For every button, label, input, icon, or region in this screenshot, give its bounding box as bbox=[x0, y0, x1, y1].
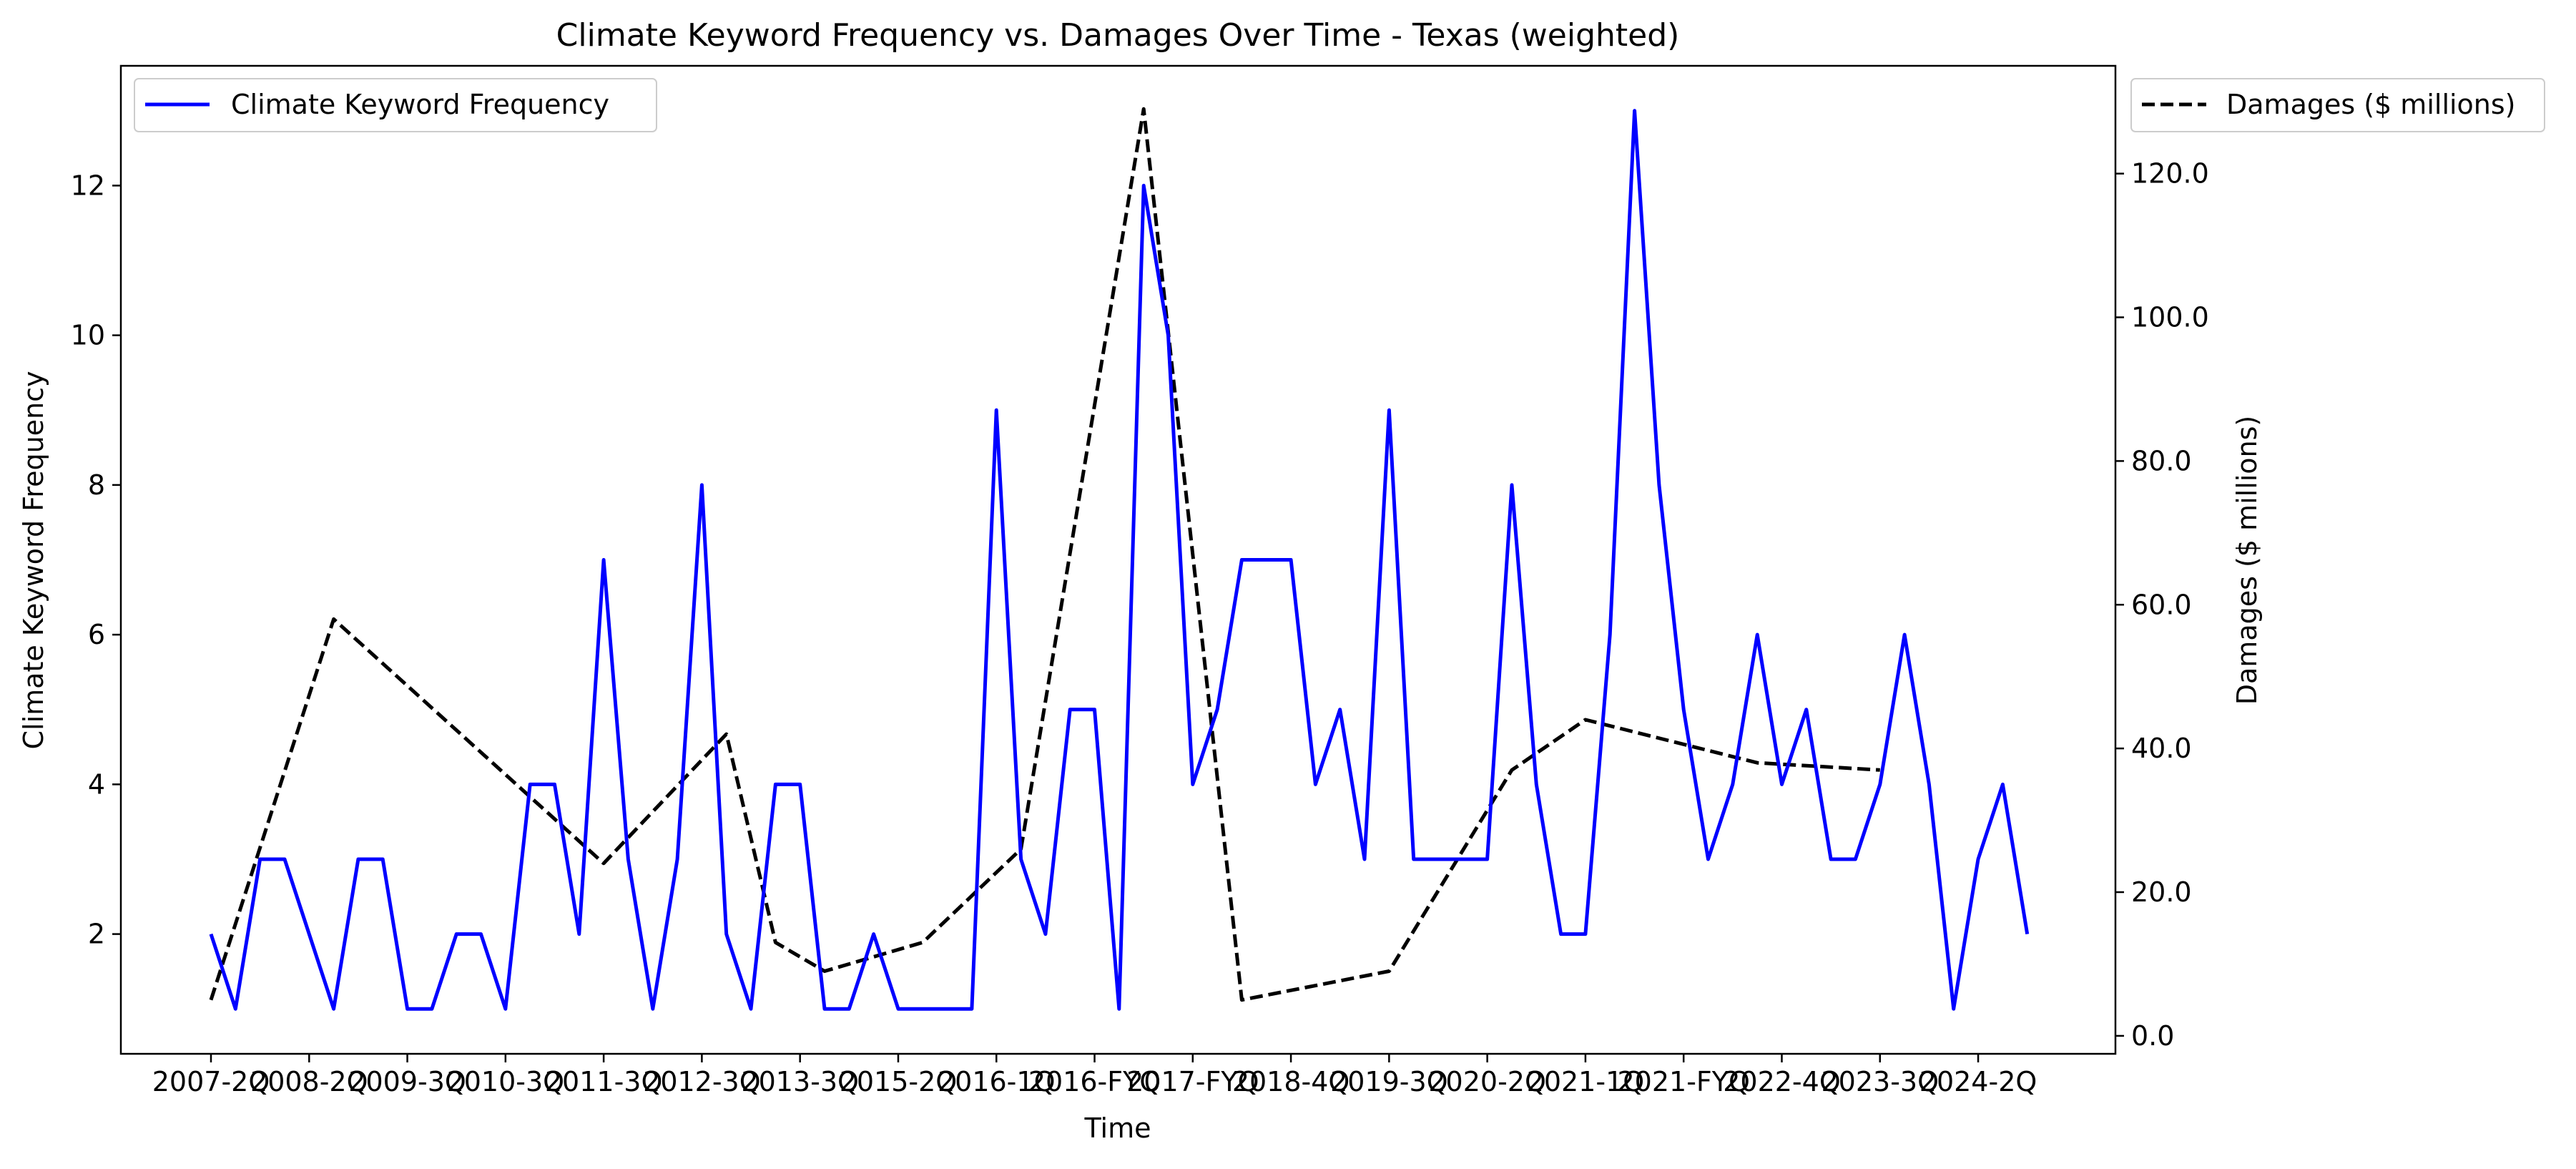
right-tick-label-3: 60.0 bbox=[2131, 589, 2192, 620]
x-tick-label-12: 2019-3Q bbox=[1330, 1066, 1448, 1097]
x-tick-label-8: 2016-1Q bbox=[938, 1066, 1056, 1097]
right-tick-label-5: 100.0 bbox=[2131, 302, 2209, 333]
plot-area bbox=[209, 107, 2030, 1011]
left-tick-label-4: 10 bbox=[71, 320, 105, 351]
left-tick-label-2: 6 bbox=[88, 619, 105, 650]
x-tick-label-9: 2016-FYQ bbox=[1028, 1066, 1161, 1097]
left-y-axis: 2 4 6 8 10 12 bbox=[71, 170, 121, 950]
left-y-axis-label: Climate Keyword Frequency bbox=[18, 371, 49, 750]
x-tick-label-0: 2007-2Q bbox=[152, 1066, 270, 1097]
x-axis: 2007-2Q2008-2Q2009-3Q2010-3Q2011-3Q2012-… bbox=[152, 1054, 2037, 1097]
legend-frequency: Climate Keyword Frequency bbox=[134, 78, 657, 132]
chart-title: Climate Keyword Frequency vs. Damages Ov… bbox=[556, 17, 1680, 54]
right-tick-label-1: 20.0 bbox=[2131, 876, 2192, 908]
x-tick-label-14: 2021-1Q bbox=[1527, 1066, 1645, 1097]
x-tick-label-18: 2024-2Q bbox=[1919, 1066, 2037, 1097]
axes-frame bbox=[119, 64, 2117, 1055]
frequency-line bbox=[209, 109, 2030, 1011]
x-tick-label-7: 2015-2Q bbox=[840, 1066, 958, 1097]
legend-damages: Damages ($ millions) bbox=[2130, 78, 2545, 132]
x-axis-label: Time bbox=[1084, 1112, 1151, 1144]
x-tick-label-2: 2009-3Q bbox=[348, 1066, 466, 1097]
x-tick-label-3: 2010-3Q bbox=[447, 1066, 565, 1097]
left-tick-label-5: 12 bbox=[71, 170, 105, 201]
left-tick-label-0: 2 bbox=[88, 919, 105, 950]
legend-damages-label: Damages ($ millions) bbox=[2226, 89, 2516, 120]
right-y-axis: 0.0 20.0 40.0 60.0 80.0 100.0 120.0 bbox=[2115, 158, 2209, 1052]
x-tick-label-13: 2020-2Q bbox=[1428, 1066, 1546, 1097]
legend-frequency-box bbox=[134, 78, 657, 132]
x-tick-label-6: 2013-3Q bbox=[741, 1066, 859, 1097]
left-tick-label-1: 4 bbox=[88, 768, 105, 800]
x-tick-label-4: 2011-3Q bbox=[545, 1066, 663, 1097]
right-y-axis-label: Damages ($ millions) bbox=[2231, 416, 2263, 705]
x-tick-label-15: 2021-FYQ bbox=[1617, 1066, 1749, 1097]
x-tick-label-5: 2012-3Q bbox=[643, 1066, 761, 1097]
x-tick-label-16: 2022-4Q bbox=[1723, 1066, 1841, 1097]
x-tick-label-10: 2017-FYQ bbox=[1126, 1066, 1259, 1097]
x-tick-label-11: 2018-4Q bbox=[1232, 1066, 1350, 1097]
legend-frequency-label: Climate Keyword Frequency bbox=[231, 89, 609, 120]
x-tick-label-1: 2008-2Q bbox=[250, 1066, 368, 1097]
x-tick-label-17: 2023-3Q bbox=[1822, 1066, 1940, 1097]
legend-damages-box bbox=[2130, 78, 2545, 132]
right-tick-label-4: 80.0 bbox=[2131, 445, 2192, 476]
left-tick-label-3: 8 bbox=[88, 469, 105, 501]
right-tick-label-6: 120.0 bbox=[2131, 158, 2209, 190]
right-tick-label-2: 40.0 bbox=[2131, 733, 2192, 764]
right-tick-label-0: 0.0 bbox=[2131, 1020, 2174, 1052]
